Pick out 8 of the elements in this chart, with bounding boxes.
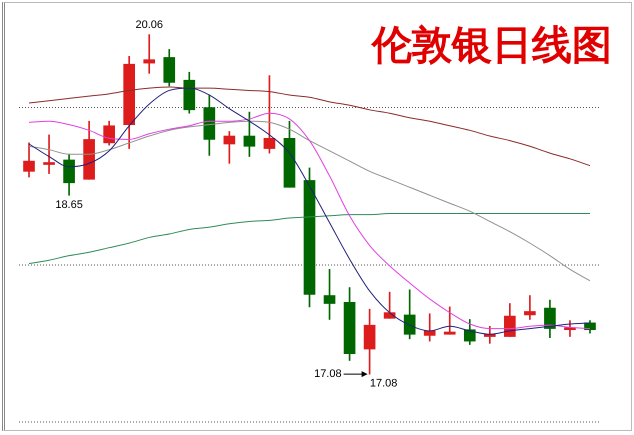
annotation: 20.06 <box>135 19 163 32</box>
candlestick <box>43 134 55 174</box>
text: 伦敦银日线图 <box>370 21 612 68</box>
annotation: 17.08 <box>314 368 342 380</box>
annotation: 18.65 <box>55 198 83 211</box>
candlestick <box>264 75 276 154</box>
annotation: 17.08 <box>370 378 398 390</box>
candlestick <box>324 269 336 320</box>
